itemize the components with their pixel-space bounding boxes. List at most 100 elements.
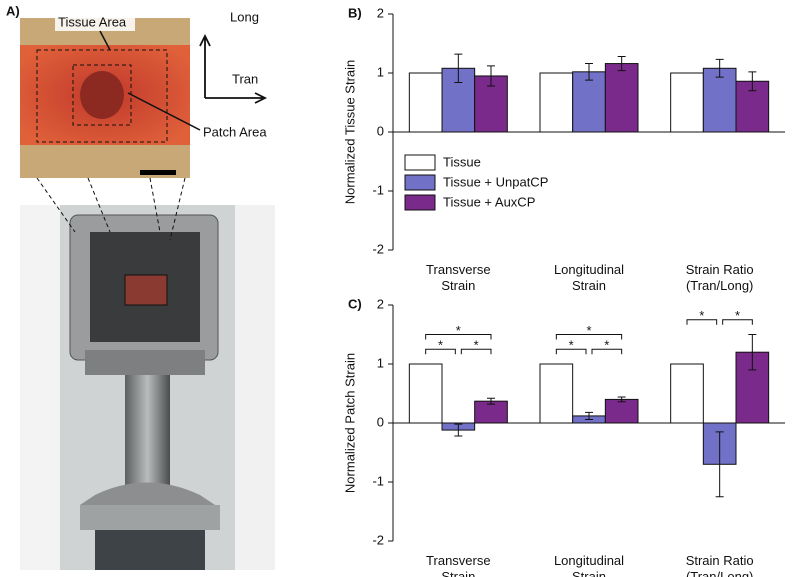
tissue-box — [36, 49, 168, 143]
zoom-line — [149, 177, 161, 233]
y-tick-label: 1 — [377, 355, 384, 370]
error-bar — [487, 65, 495, 87]
y-tick-label: 2 — [377, 5, 384, 20]
significance-label: * — [699, 308, 704, 323]
bar — [604, 63, 639, 133]
x-tick-label: Transverse Strain — [426, 553, 491, 577]
significance-bracket — [555, 348, 587, 355]
error-bar-path — [487, 65, 495, 87]
patch-area-label: Patch Area — [203, 124, 267, 139]
error-bar-path — [617, 396, 626, 403]
error-bar — [617, 55, 626, 72]
legend-label: Tissue + UnpatCP — [443, 174, 548, 189]
error-bar — [748, 71, 757, 92]
panel-label: B) — [348, 5, 362, 20]
y-tick-label: 0 — [377, 123, 384, 138]
bar — [539, 363, 574, 424]
bar — [572, 71, 606, 133]
scale-bar — [140, 170, 176, 175]
tran-label: Tran — [232, 71, 258, 86]
significance-label: * — [474, 338, 479, 353]
error-bar — [487, 397, 495, 405]
x-tick-label: Transverse Strain — [426, 262, 491, 293]
bar — [702, 67, 737, 133]
error-bar-path — [585, 63, 593, 81]
significance-label: * — [604, 338, 609, 353]
significance-label: * — [569, 338, 574, 353]
panel-label: C) — [348, 296, 362, 311]
sample — [124, 274, 168, 306]
x-tick-label: Strain Ratio (Tran/Long) — [685, 553, 754, 577]
significance-bracket — [425, 334, 492, 340]
foam — [235, 205, 275, 570]
significance-label: * — [438, 338, 443, 353]
significance-bracket — [425, 348, 456, 355]
x-tick-label: Strain Ratio (Tran/Long) — [685, 262, 754, 293]
error-bar — [454, 423, 463, 437]
bar — [539, 72, 574, 133]
pointer — [99, 30, 111, 51]
shaft — [125, 375, 170, 495]
error-bar-path — [715, 431, 724, 498]
significance-bracket — [686, 319, 718, 325]
bar — [670, 363, 704, 424]
x-tick-label: Longitudinal Strain — [553, 553, 625, 577]
significance-bracket — [460, 348, 492, 355]
y-axis-label: Normalized Tissue Strain — [342, 60, 357, 205]
tissue-area-label: Tissue Area — [58, 14, 127, 29]
legend-swatch — [404, 194, 436, 211]
error-bar-path — [748, 71, 757, 92]
y-tick-label: 2 — [377, 296, 384, 311]
significance-bracket — [722, 319, 753, 325]
base-plate — [80, 505, 220, 530]
legend-swatch — [404, 174, 436, 191]
panel-label: A) — [6, 3, 20, 18]
bar — [670, 72, 704, 133]
error-bar-path — [454, 423, 463, 437]
legend-swatch — [404, 154, 436, 171]
significance-bracket — [555, 334, 623, 340]
bar — [408, 363, 443, 424]
error-bar — [715, 58, 724, 78]
y-tick-label: 1 — [377, 64, 384, 79]
legend-label: Tissue — [443, 154, 481, 169]
y-tick-label: -1 — [372, 473, 384, 488]
foam — [20, 205, 60, 570]
error-bar — [748, 334, 757, 371]
significance-label: * — [586, 323, 591, 338]
significance-label: * — [735, 308, 740, 323]
motor — [95, 530, 205, 570]
error-bar-path — [617, 55, 626, 72]
y-tick-label: 0 — [377, 414, 384, 429]
bar — [604, 398, 639, 424]
error-bar — [454, 53, 463, 83]
significance-label: * — [456, 323, 461, 338]
long-label: Long — [230, 9, 259, 24]
zoom-line — [169, 177, 186, 241]
error-bar-path — [585, 411, 593, 420]
significance-bracket — [591, 348, 623, 355]
error-bar-path — [487, 397, 495, 405]
bar — [408, 72, 443, 133]
error-bar — [617, 396, 626, 403]
patch-photo — [80, 71, 124, 119]
pointer — [127, 92, 201, 131]
y-tick-label: -2 — [372, 532, 384, 547]
zoom-line — [87, 177, 111, 233]
y-tick-label: -1 — [372, 182, 384, 197]
panel-a: A) Tissue Area Patch Area Long Tran — [6, 3, 275, 570]
error-bar-path — [748, 334, 757, 371]
error-bar — [585, 63, 593, 81]
y-tick-label: -2 — [372, 241, 384, 256]
x-tick-label: Longitudinal Strain — [553, 262, 625, 293]
base — [80, 482, 215, 505]
error-bar-path — [715, 58, 724, 78]
error-bar — [585, 411, 593, 420]
label-bg — [55, 15, 135, 31]
flange — [85, 350, 205, 375]
y-axis-label: Normalized Patch Strain — [342, 353, 357, 493]
error-bar-path — [454, 53, 463, 83]
axis-arrows — [199, 33, 268, 104]
